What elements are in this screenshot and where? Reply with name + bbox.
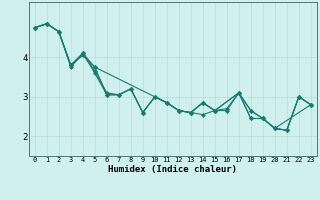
X-axis label: Humidex (Indice chaleur): Humidex (Indice chaleur) [108, 165, 237, 174]
